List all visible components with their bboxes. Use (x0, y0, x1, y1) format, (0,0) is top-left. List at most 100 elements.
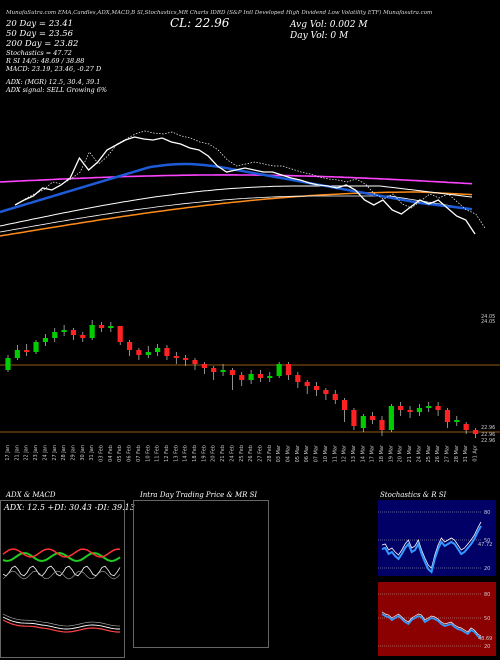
stoch-current-value: 47.72 (478, 542, 492, 548)
date-label: 31 Jan (89, 445, 95, 461)
intraday-panel (133, 500, 269, 648)
date-label: 01 Apr (473, 444, 479, 462)
candle-body (136, 350, 142, 355)
date-label: 28 Mar (454, 444, 460, 462)
candle-body (323, 390, 329, 394)
adx-macd-chart (2, 548, 121, 633)
stoch-d-line (381, 525, 482, 574)
macd-signal-line (2, 619, 120, 633)
date-label: 24 Mar (416, 444, 422, 462)
candle-body (304, 382, 310, 386)
candle-body (117, 326, 123, 342)
date-label: 27 Mar (444, 444, 450, 462)
stoch-rsi-chart: 80 50 20 80 50 20 47.72 48.69 (378, 500, 496, 656)
date-label: 21 Feb (220, 445, 226, 462)
price-level-label-lower: 22.96 (481, 425, 495, 431)
macd-line (2, 616, 120, 630)
date-label: 05 Mar (295, 444, 301, 462)
date-label: 28 Feb (267, 445, 273, 462)
adx-panel-title: ADX & MACD (6, 491, 56, 499)
candle-body (276, 364, 282, 376)
date-label: 10 Feb (145, 445, 151, 462)
rsi-current-value: 48.69 (478, 636, 492, 642)
candle-body (98, 325, 105, 328)
candle-body (108, 326, 114, 328)
candle-body (472, 430, 479, 434)
adx-signal: ADX signal: SELL Growing 6% (6, 86, 108, 94)
date-label: 26 Feb (248, 445, 254, 462)
date-label: 06 Mar (304, 444, 310, 462)
candle-body (239, 375, 245, 380)
date-label: 30 Jan (80, 445, 86, 461)
candle-body (313, 386, 320, 390)
date-label: 12 Mar (342, 444, 348, 462)
ema50-line (0, 185, 473, 227)
stoch-panel-title: Stochastics & R SI (380, 491, 447, 499)
stochastics-value: Stochastics = 47.72 (6, 49, 72, 57)
stoch-tick: 80 (484, 510, 490, 516)
candle-body (351, 410, 357, 426)
day-volume-label: Day Vol: 0 M (290, 31, 349, 41)
candle-body (435, 406, 441, 410)
date-label: 27 Jan (52, 445, 58, 461)
date-label: 24 Feb (229, 445, 235, 462)
date-label: 27 Feb (257, 445, 263, 462)
candle-body (360, 416, 366, 428)
stoch-rsi-panel: 80 50 20 80 50 20 47.72 48.69 (378, 500, 498, 658)
candle-body (248, 374, 254, 380)
candle-body (379, 420, 385, 430)
candle-body (398, 406, 404, 410)
candle-body (42, 338, 48, 342)
date-label: 03 Feb (99, 445, 105, 462)
candle-body (407, 410, 413, 412)
date-label: 26 Mar (435, 444, 441, 462)
price-level-label-lower2: 22.96 (481, 432, 495, 438)
magenta-line (0, 174, 473, 185)
ema50-line-2 (0, 195, 473, 233)
rsi-tick: 80 (484, 592, 490, 598)
candle-body (295, 375, 301, 382)
candle-body (183, 358, 189, 360)
date-label: 31 Mar (463, 444, 469, 462)
ma200-legend: 200 Day = 23.82 (6, 39, 79, 49)
candle-body (267, 376, 273, 378)
candle-body (220, 370, 226, 372)
date-label: 21 Jan (14, 445, 20, 461)
rsi-background (378, 582, 496, 656)
date-label: 07 Feb (136, 445, 142, 462)
date-label: 07 Mar (314, 444, 320, 462)
date-label: 17 Mar (370, 444, 376, 462)
date-label: 23 Jan (33, 445, 39, 461)
candle-body (229, 370, 235, 375)
ma20-legend: 20 Day = 23.41 (6, 19, 74, 29)
candle-body (444, 410, 451, 422)
price-level-label-lower3: 22.96 (481, 438, 495, 444)
candle-body (257, 374, 264, 378)
candle-body (426, 406, 432, 408)
stoch-tick: 50 (484, 538, 490, 544)
candle-body (285, 364, 292, 375)
candle-body (5, 358, 11, 370)
ma50-legend: 50 Day = 23.56 (6, 29, 74, 39)
chart-header: MunafaSutra.com EMA,Candles,ADX,MACD,B S… (6, 10, 433, 16)
rsi-tick: 50 (484, 616, 490, 622)
close-price-shadow (24, 130, 486, 229)
candle-body (211, 368, 217, 372)
adx-macd-panel: ADX: 12.5 +DI: 30.43 -DI: 39.13 (0, 500, 135, 658)
price-level-label-upper: 24.05 (481, 314, 495, 320)
date-label: 22 Jan (24, 445, 30, 461)
date-label: 25 Feb (239, 445, 245, 462)
adx-line (2, 565, 121, 577)
rsi-value: R SI 14/5: 48.69 / 38.88 (6, 57, 85, 65)
candle-body (173, 356, 179, 358)
candle-body (33, 342, 39, 352)
date-label: 04 Mar (286, 444, 292, 462)
candle-body (164, 348, 170, 356)
macd-value: MACD: 23.19, 23.46, -0.27 D (6, 65, 102, 73)
price-level-label-upper2: 24.05 (481, 319, 495, 325)
date-label: 19 Feb (201, 445, 207, 462)
date-label: 03 Mar (276, 444, 282, 462)
date-label: 13 Feb (173, 445, 179, 462)
candle-body (80, 335, 86, 338)
